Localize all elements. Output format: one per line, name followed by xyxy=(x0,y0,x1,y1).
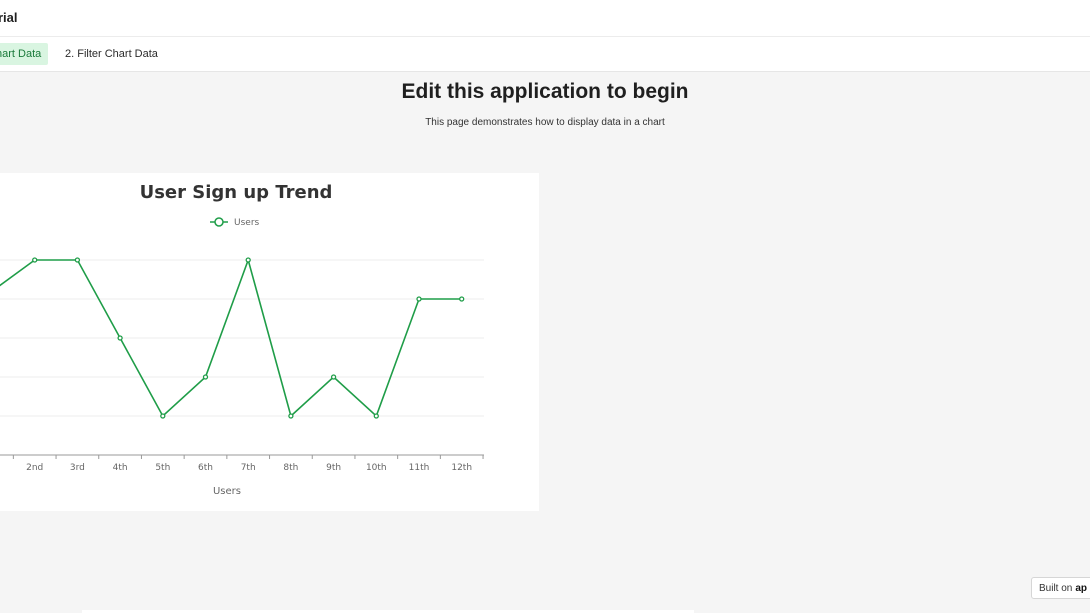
chart-card: User Sign up Trend Users 1st2nd3rd4th5th… xyxy=(0,173,539,511)
x-tick-label: 7th xyxy=(241,463,256,473)
data-point[interactable] xyxy=(202,374,209,380)
legend-label: Users xyxy=(234,218,260,228)
tab-bar: hart Data 2. Filter Chart Data xyxy=(0,37,1090,72)
tab-filter-chart-data[interactable]: 2. Filter Chart Data xyxy=(65,48,158,60)
page-subtitle: This page demonstrates how to display da… xyxy=(425,117,665,128)
built-on-badge[interactable]: Built on ap xyxy=(1031,577,1090,599)
data-point[interactable] xyxy=(330,374,337,380)
legend-marker xyxy=(214,217,224,227)
line-chart: User Sign up Trend Users 1st2nd3rd4th5th… xyxy=(0,182,484,497)
data-point[interactable] xyxy=(288,413,294,419)
data-point[interactable] xyxy=(459,296,465,302)
chart-title: User Sign up Trend xyxy=(140,182,333,203)
data-point[interactable] xyxy=(160,413,166,419)
x-tick-label: 11th xyxy=(409,463,430,473)
x-axis: 1st2nd3rd4th5th6th7th8th9th10th11th12th xyxy=(0,454,484,473)
x-tick-label: 8th xyxy=(283,463,298,473)
top-bar: orial xyxy=(0,0,1090,37)
x-tick-label: 10th xyxy=(366,463,387,473)
tab-chart-data[interactable]: hart Data xyxy=(0,43,49,65)
data-point[interactable] xyxy=(117,335,123,341)
data-point[interactable] xyxy=(416,296,422,302)
x-tick-label: 3rd xyxy=(70,463,85,473)
x-axis-label: Users xyxy=(213,486,241,497)
x-tick-label: 2nd xyxy=(26,463,43,473)
brand-name: ap xyxy=(1075,583,1088,594)
data-point[interactable] xyxy=(32,257,38,263)
chart-series xyxy=(0,257,465,419)
chart-grid xyxy=(0,259,484,417)
bottom-card-edge xyxy=(82,610,694,613)
chart-legend: Users xyxy=(210,217,260,228)
x-tick-label: 12th xyxy=(451,463,472,473)
data-point[interactable] xyxy=(373,413,379,419)
page-title: Edit this application to begin xyxy=(401,80,689,103)
built-on-label: Built on xyxy=(1039,583,1073,594)
x-tick-label: 9th xyxy=(326,463,341,473)
x-tick-label: 4th xyxy=(113,463,128,473)
data-point[interactable] xyxy=(245,257,251,263)
app-title: orial xyxy=(0,10,18,25)
x-tick-label: 6th xyxy=(198,463,213,473)
x-tick-label: 5th xyxy=(155,463,170,473)
series-line-users xyxy=(0,257,462,418)
data-point[interactable] xyxy=(74,257,81,263)
